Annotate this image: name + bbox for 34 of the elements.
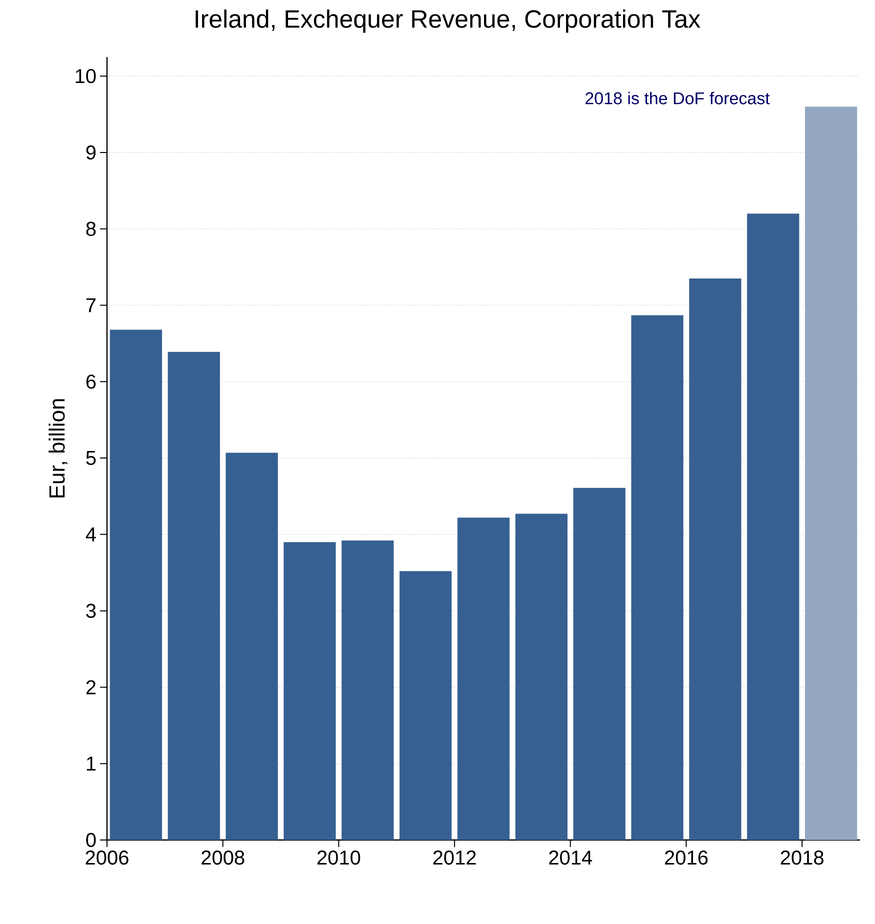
y-tick-label: 10	[76, 69, 96, 84]
bar	[457, 518, 510, 840]
bar	[804, 106, 858, 840]
y-tick-label: 4	[86, 528, 96, 542]
x-tick-label: 2012	[433, 850, 476, 865]
bar	[400, 571, 452, 840]
bar	[689, 278, 742, 840]
x-tick-label: 2006	[86, 850, 128, 865]
y-tick-label: 3	[86, 604, 96, 618]
y-tick-label: 0	[86, 832, 96, 848]
bar	[631, 315, 684, 840]
y-tick-label: 6	[86, 374, 96, 389]
x-tick-label: 2010	[317, 850, 360, 865]
x-tick-label: 2014	[549, 850, 592, 865]
bar	[284, 542, 336, 840]
y-tick-label: 7	[86, 298, 96, 312]
bar	[342, 540, 394, 840]
x-tick-label: 2018	[780, 850, 824, 865]
bar	[515, 514, 568, 840]
y-tick-label: 8	[86, 222, 96, 236]
y-tick-label: 2	[86, 680, 96, 694]
x-tick-label: 2016	[664, 850, 708, 865]
chart-title: Ireland, Exchequer Revenue, Corporation Tax	[196, 10, 700, 33]
bar	[168, 352, 220, 840]
bar	[573, 488, 626, 840]
y-tick-label: 1	[86, 756, 96, 770]
annotation: 2018 is the DoF forecast	[586, 92, 770, 104]
y-tick-label: 5	[86, 451, 96, 466]
bar	[747, 214, 800, 840]
y-axis-title: Eur, billion	[48, 399, 68, 498]
bar	[226, 452, 278, 840]
x-tick-label: 2008	[202, 850, 244, 865]
bar	[110, 330, 162, 840]
y-tick-label: 9	[86, 145, 96, 160]
